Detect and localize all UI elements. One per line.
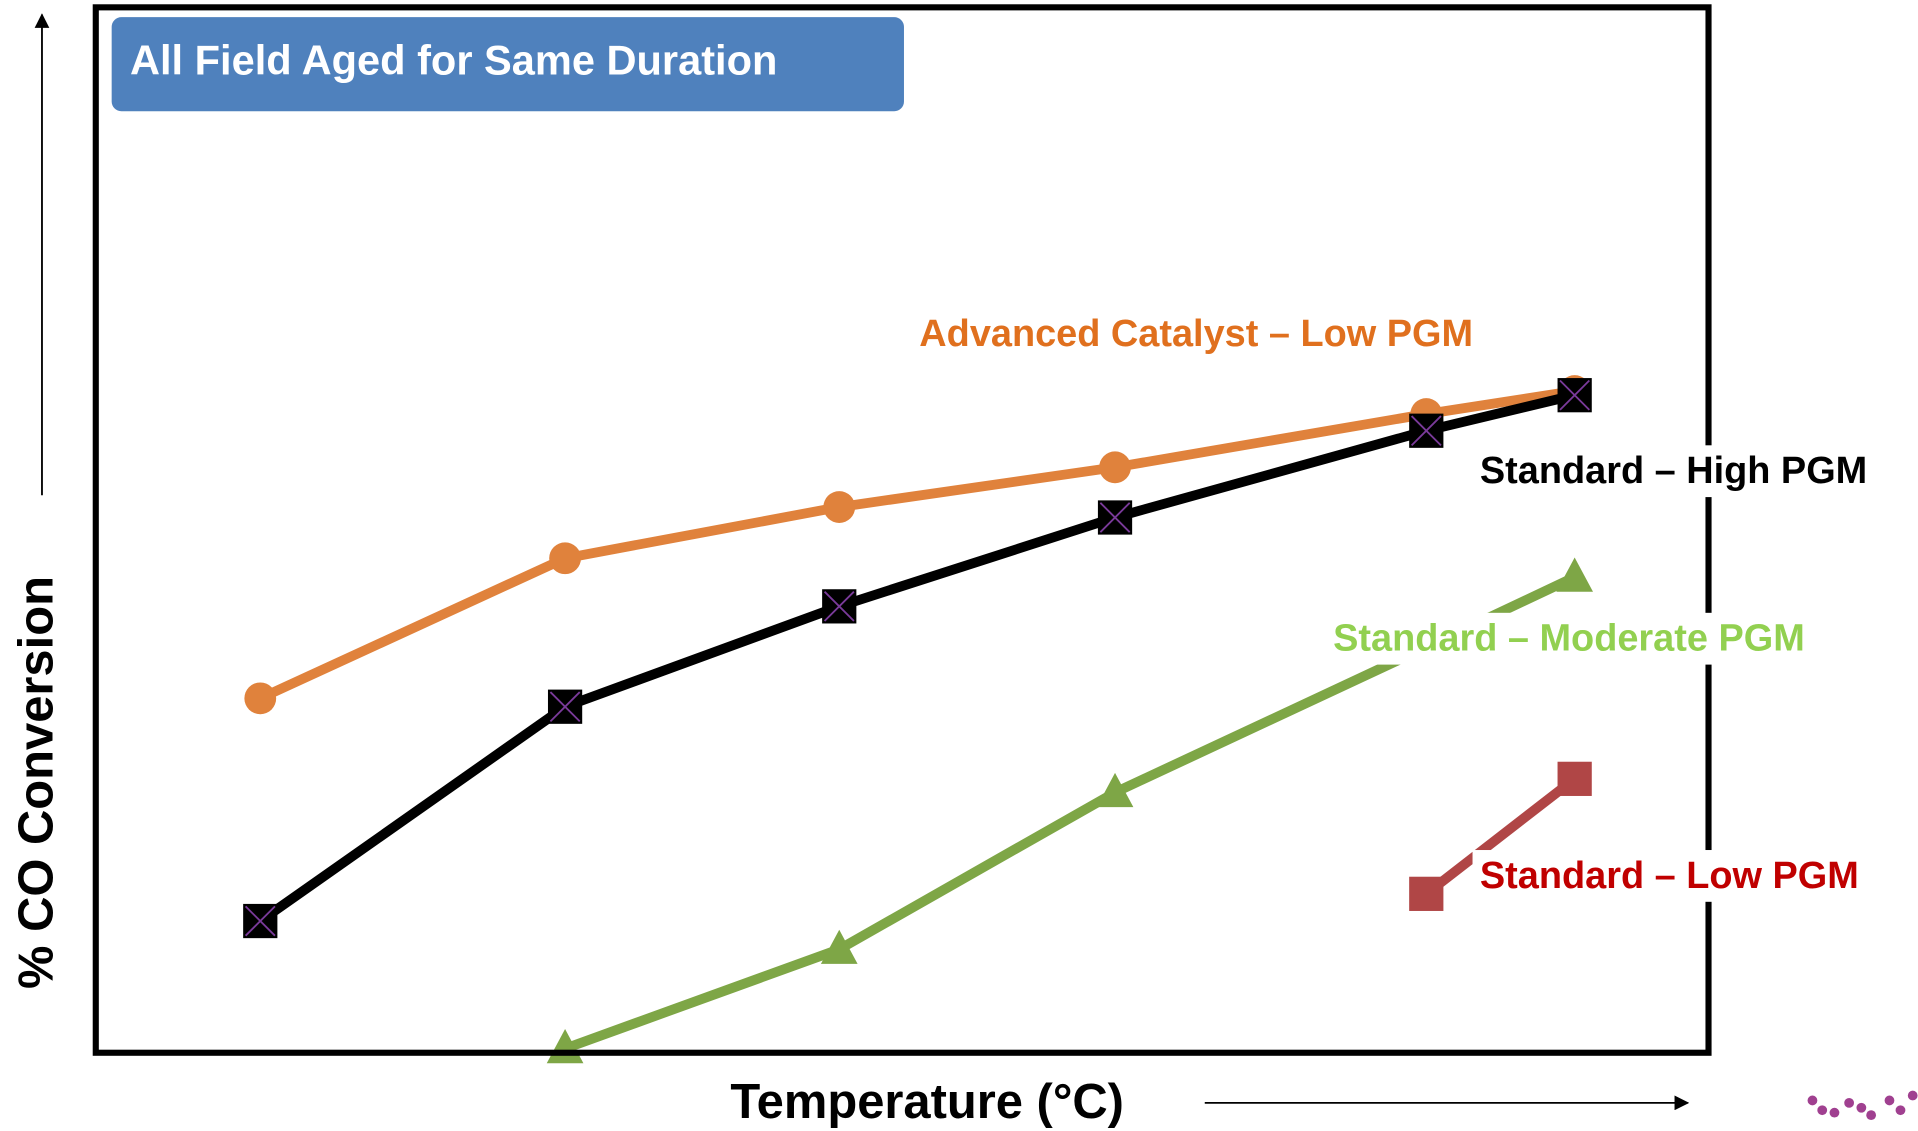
- marker-cross: [823, 591, 855, 622]
- marker-cross: [1410, 415, 1442, 447]
- marker-cross: [1099, 502, 1131, 533]
- series-line: [1423, 774, 1578, 898]
- plot-frame: [92, 4, 1712, 1056]
- marker-cross: [244, 905, 276, 937]
- data-point: [549, 542, 581, 575]
- series-label: Advanced Catalyst – Low PGM: [919, 313, 1473, 355]
- logo: [1807, 1090, 1918, 1120]
- chart-title: All Field Aged for Same Duration: [130, 37, 777, 84]
- series-label: Standard – High PGM: [1480, 450, 1867, 492]
- series-label-bg: [1472, 850, 1867, 902]
- series-layer: [243, 375, 1593, 1064]
- data-point: [1557, 378, 1592, 413]
- label-layer: Advanced Catalyst – Low PGM Standard – Hi…: [911, 308, 1875, 902]
- series-label-bg: [1325, 612, 1813, 665]
- data-point: [820, 929, 858, 964]
- series-line: [257, 390, 1576, 926]
- series-label: Standard – Moderate PGM: [1333, 618, 1805, 660]
- x-axis-label: Temperature (°C): [730, 1075, 1124, 1129]
- data-point: [1409, 876, 1444, 911]
- data-point: [1409, 413, 1444, 448]
- data-point: [244, 682, 277, 715]
- data-point: [1557, 761, 1592, 796]
- series-label-bg: [911, 308, 1481, 361]
- data-point: [822, 589, 857, 624]
- data-point: [1096, 772, 1134, 808]
- y-axis-label: % CO Conversion: [9, 576, 63, 989]
- data-point: [1556, 557, 1593, 592]
- title-box: [111, 17, 904, 112]
- data-point: [823, 491, 856, 523]
- series-label: Standard – Low PGM: [1480, 855, 1859, 897]
- series-line: [258, 386, 1576, 703]
- marker-cross: [1559, 379, 1590, 411]
- data-point: [547, 689, 583, 724]
- data-point: [1099, 451, 1131, 484]
- data-point: [243, 903, 278, 939]
- marker-cross: [549, 691, 581, 723]
- series-label-bg: [1472, 445, 1875, 498]
- data-point: [1097, 500, 1133, 535]
